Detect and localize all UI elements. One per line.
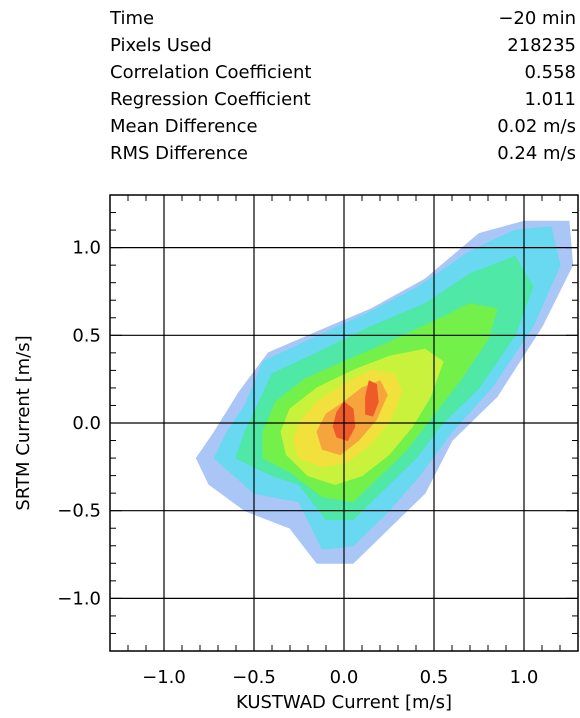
stat-value: 1.011 — [524, 89, 576, 110]
statistics-panel: Time −20 min Pixels Used 218235 Correlat… — [0, 0, 580, 170]
x-tick-label: 0.5 — [420, 667, 449, 688]
plot-frame — [109, 194, 579, 652]
stat-label: Regression Coefficient — [110, 89, 311, 110]
stat-row-rms-difference: RMS Difference 0.24 m/s — [110, 143, 576, 169]
stat-label: Time — [110, 8, 155, 29]
stat-value: 218235 — [507, 35, 576, 56]
y-tick-label: −1.0 — [57, 588, 101, 609]
x-tick-label: −0.5 — [232, 667, 276, 688]
density-contours — [195, 220, 574, 564]
x-tick-label: −1.0 — [142, 667, 186, 688]
stat-label: Mean Difference — [110, 116, 258, 137]
stat-value: 0.02 m/s — [497, 116, 576, 137]
x-tick-label: 0.0 — [330, 667, 359, 688]
x-tick-label: 1.0 — [510, 667, 539, 688]
stat-row-pixels-used: Pixels Used 218235 — [110, 35, 576, 61]
y-tick-label: 0.0 — [72, 413, 101, 434]
stat-value: −20 min — [498, 8, 576, 29]
stat-row-regression-coefficient: Regression Coefficient 1.011 — [110, 89, 576, 115]
stat-row-mean-difference: Mean Difference 0.02 m/s — [110, 116, 576, 142]
stat-value: 0.24 m/s — [497, 143, 576, 164]
x-axis-label: KUSTWAD Current [m/s] — [236, 692, 452, 713]
stat-label: Pixels Used — [110, 35, 212, 56]
stat-row-time: Time −20 min — [110, 8, 576, 34]
density-contour-level-8 — [365, 380, 379, 417]
y-tick-label: 0.5 — [72, 325, 101, 346]
stat-label: Correlation Coefficient — [110, 62, 312, 83]
stat-row-correlation-coefficient: Correlation Coefficient 0.558 — [110, 62, 576, 88]
y-tick-label: −0.5 — [57, 501, 101, 522]
y-tick-labels: −1.0 −0.5 0.0 0.5 1.0 — [57, 238, 101, 610]
grid-lines — [110, 195, 578, 651]
y-tick-label: 1.0 — [72, 238, 101, 259]
x-tick-labels: −1.0 −0.5 0.0 0.5 1.0 — [142, 667, 538, 688]
stat-label: RMS Difference — [110, 143, 248, 164]
axis-ticks — [110, 195, 578, 651]
stat-value: 0.558 — [524, 62, 576, 83]
y-axis-label: SRTM Current [m/s] — [13, 335, 34, 510]
